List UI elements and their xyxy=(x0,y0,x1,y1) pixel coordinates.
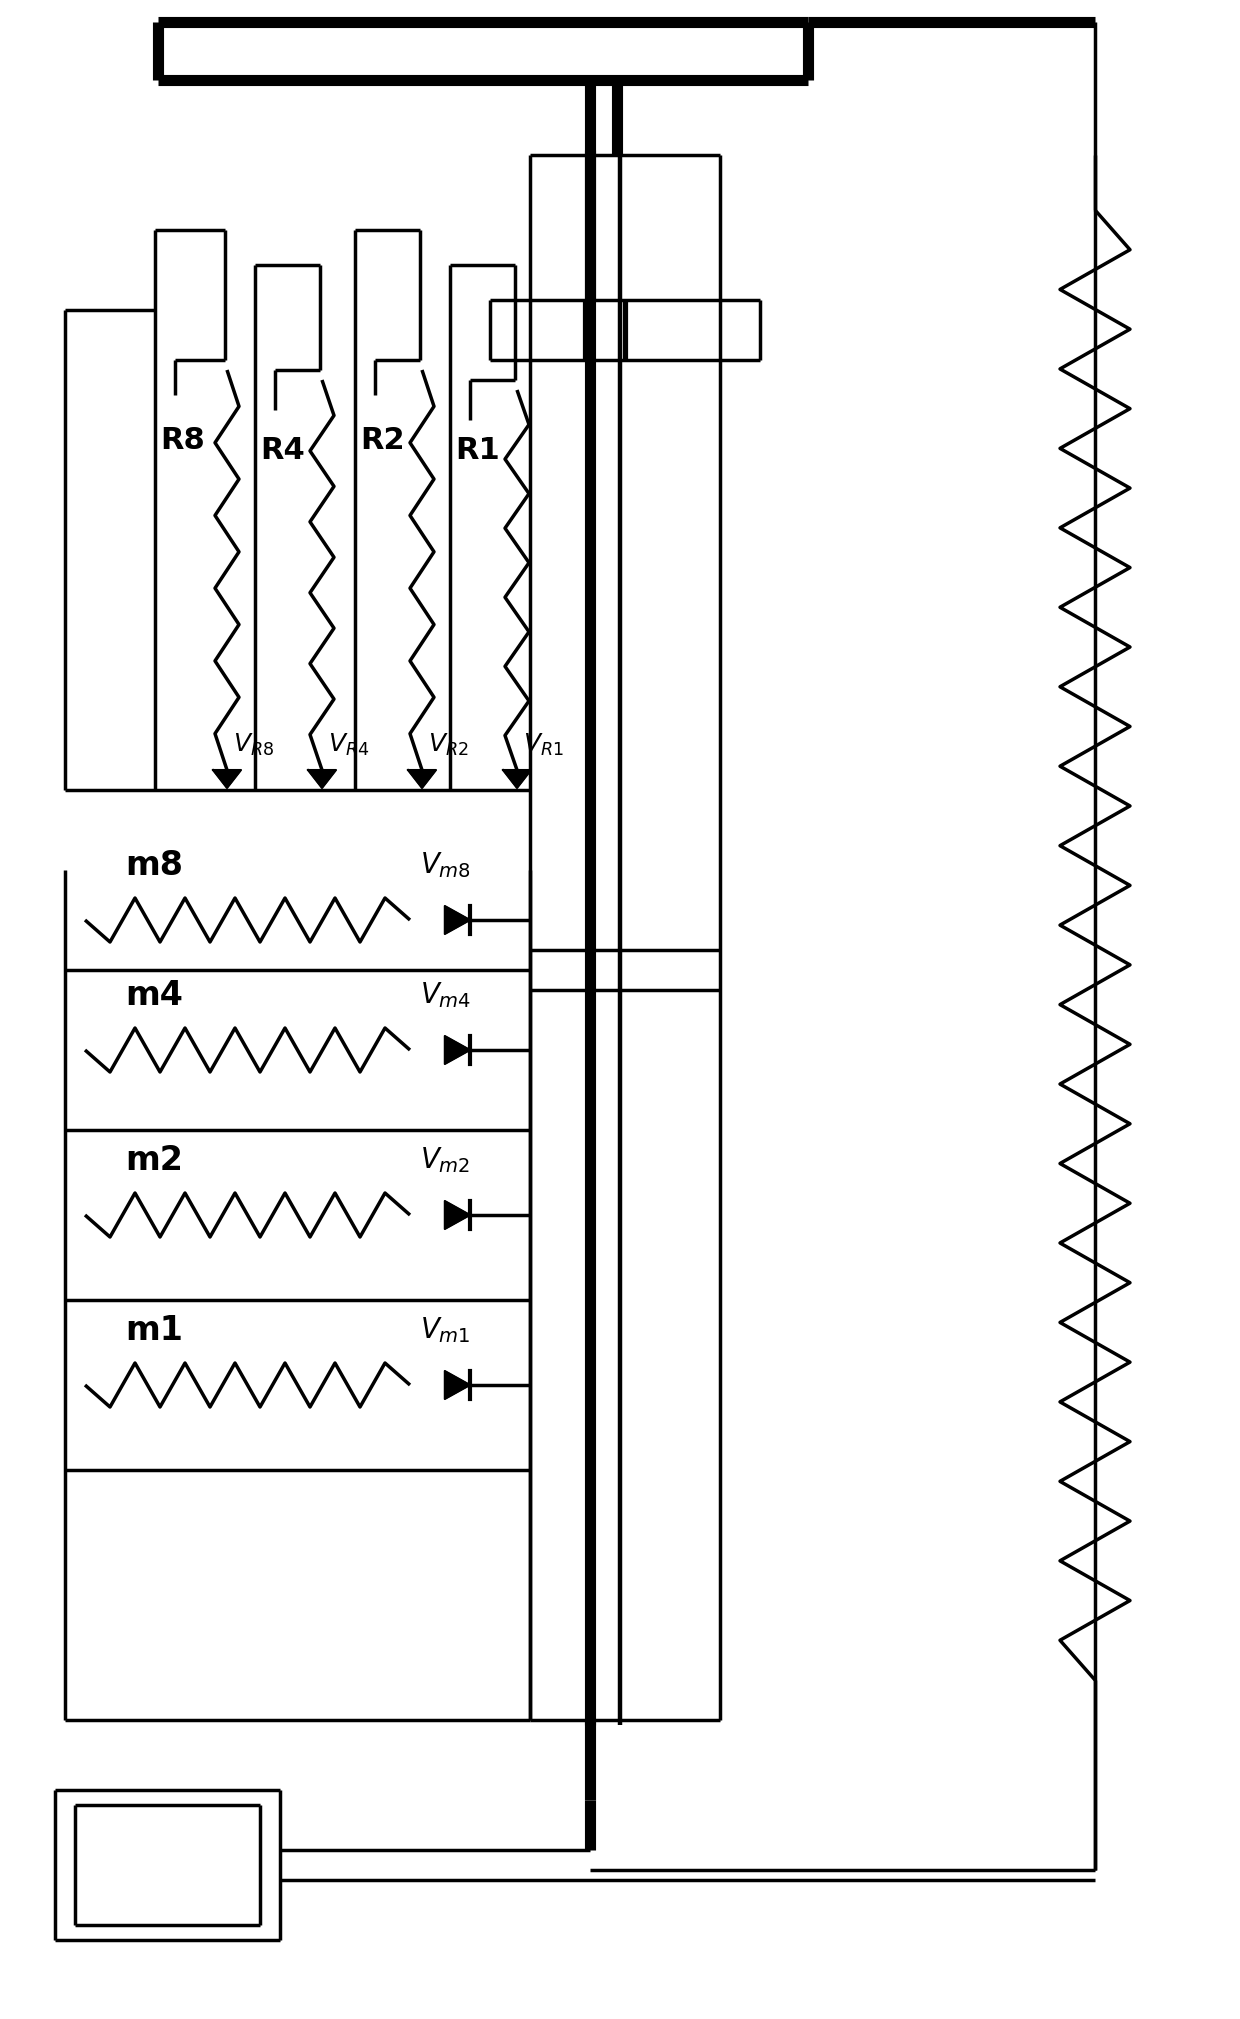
Polygon shape xyxy=(408,769,436,787)
Polygon shape xyxy=(445,1201,470,1230)
Polygon shape xyxy=(445,1036,470,1064)
Text: $V_{R8}$: $V_{R8}$ xyxy=(233,733,274,757)
Polygon shape xyxy=(213,769,241,787)
Text: m2: m2 xyxy=(125,1143,182,1177)
Text: R8: R8 xyxy=(160,426,205,454)
Text: $V_{m4}$: $V_{m4}$ xyxy=(420,979,471,1010)
Text: R2: R2 xyxy=(360,426,404,454)
Text: $V_{R1}$: $V_{R1}$ xyxy=(523,733,564,757)
Polygon shape xyxy=(503,769,531,787)
Text: $V_{m1}$: $V_{m1}$ xyxy=(420,1314,470,1345)
Polygon shape xyxy=(445,1371,470,1399)
Text: m8: m8 xyxy=(125,848,184,882)
Text: R4: R4 xyxy=(260,436,305,464)
Text: $V_{m8}$: $V_{m8}$ xyxy=(420,850,471,880)
Text: m4: m4 xyxy=(125,979,182,1012)
Polygon shape xyxy=(445,907,470,935)
Polygon shape xyxy=(308,769,336,787)
Text: m1: m1 xyxy=(125,1314,182,1347)
Text: $V_{R4}$: $V_{R4}$ xyxy=(329,733,370,757)
Text: $V_{m2}$: $V_{m2}$ xyxy=(420,1145,470,1175)
Text: $V_{R2}$: $V_{R2}$ xyxy=(428,733,469,757)
Text: R1: R1 xyxy=(455,436,500,464)
